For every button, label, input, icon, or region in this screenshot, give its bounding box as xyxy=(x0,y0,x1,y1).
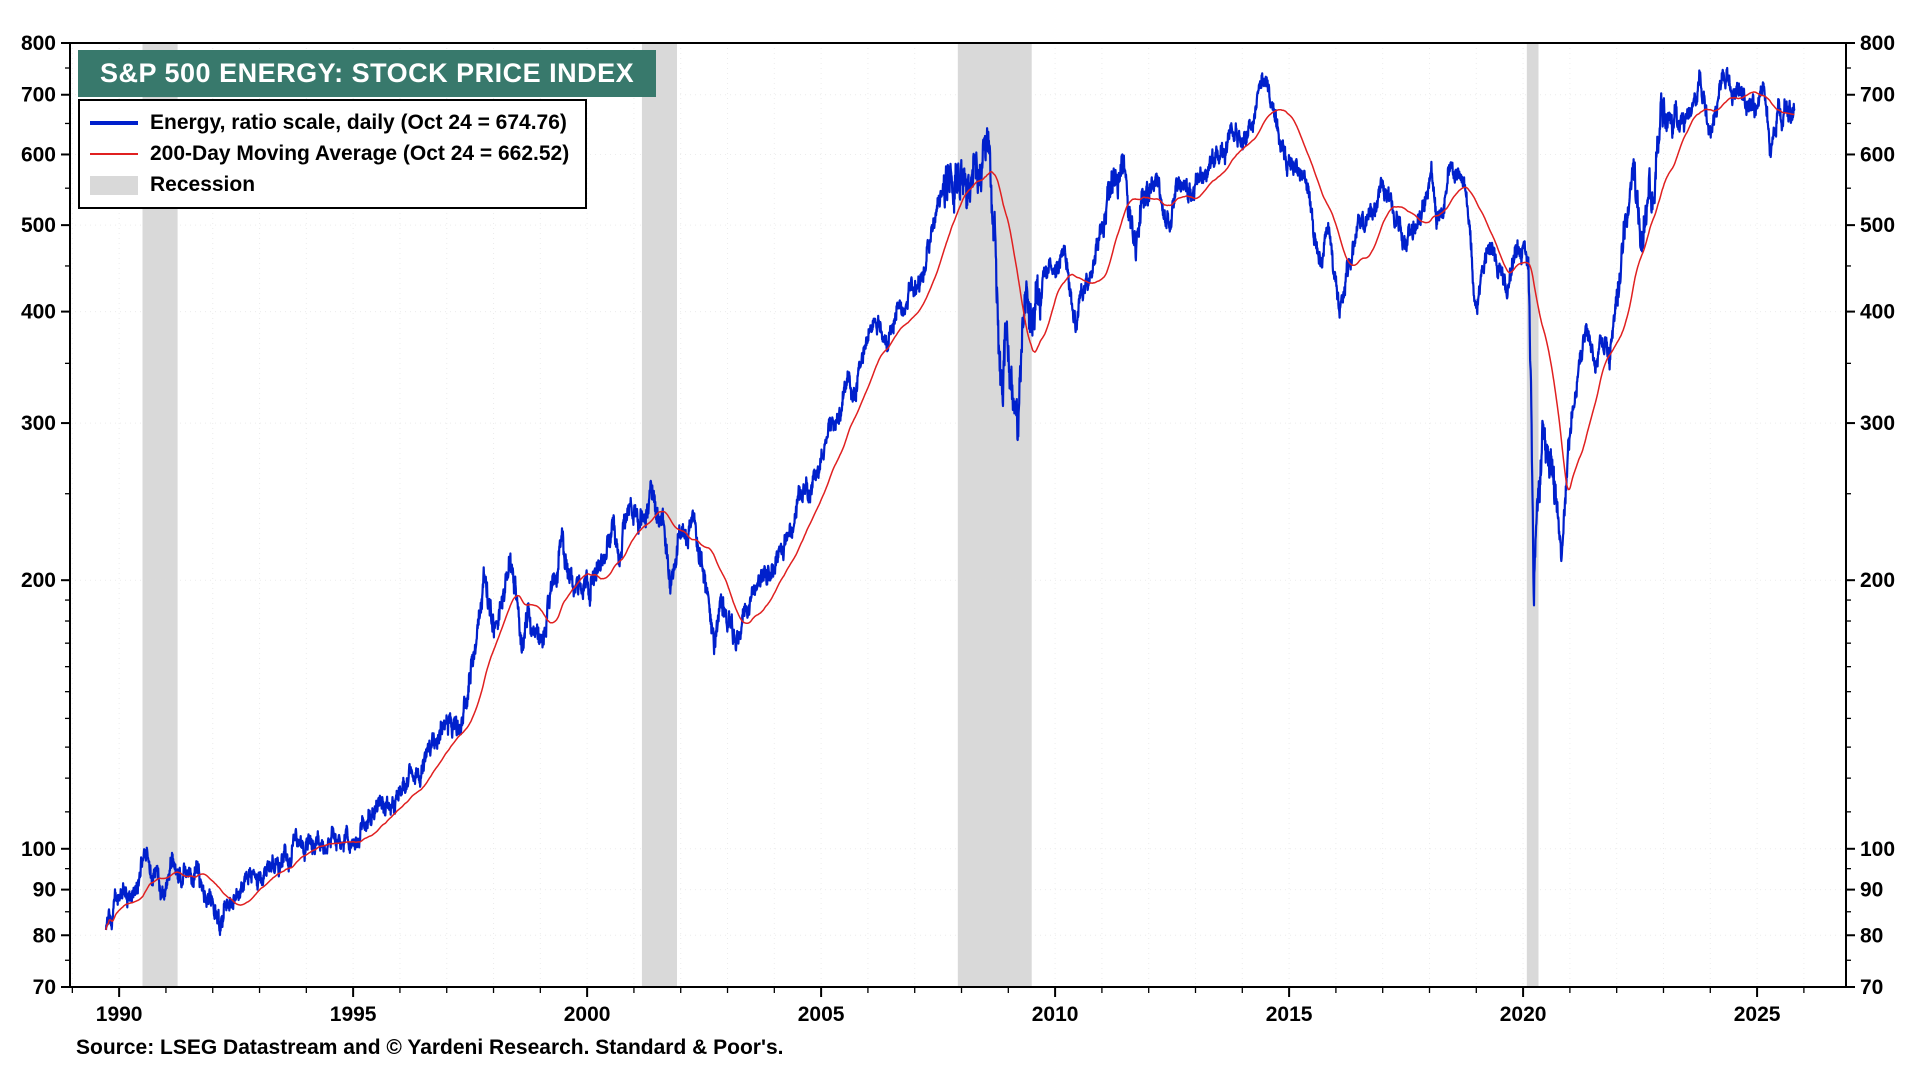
svg-text:80: 80 xyxy=(1860,924,1883,947)
svg-text:100: 100 xyxy=(1860,838,1895,861)
svg-text:2025: 2025 xyxy=(1734,1003,1781,1026)
legend-item-moving-average: 200-Day Moving Average (Oct 24 = 662.52) xyxy=(90,140,569,168)
legend-item-energy: Energy, ratio scale, daily (Oct 24 = 674… xyxy=(90,109,569,137)
legend-label-moving-average: 200-Day Moving Average (Oct 24 = 662.52) xyxy=(150,142,570,165)
svg-text:2010: 2010 xyxy=(1032,1003,1079,1026)
svg-text:1990: 1990 xyxy=(96,1003,143,1026)
svg-text:200: 200 xyxy=(1860,569,1895,592)
svg-text:100: 100 xyxy=(21,838,56,861)
energy-line-swatch xyxy=(90,121,138,125)
moving-average-line-swatch xyxy=(90,153,138,155)
svg-text:70: 70 xyxy=(33,976,56,999)
svg-text:2005: 2005 xyxy=(798,1003,845,1026)
recession-band-swatch xyxy=(90,175,138,195)
svg-text:800: 800 xyxy=(1860,32,1895,55)
svg-text:2020: 2020 xyxy=(1500,1003,1547,1026)
chart-legend: Energy, ratio scale, daily (Oct 24 = 674… xyxy=(78,99,588,209)
svg-text:200: 200 xyxy=(21,569,56,592)
svg-text:80: 80 xyxy=(33,924,56,947)
svg-text:90: 90 xyxy=(1860,879,1883,902)
svg-text:300: 300 xyxy=(1860,412,1895,435)
svg-text:400: 400 xyxy=(1860,301,1895,324)
svg-text:400: 400 xyxy=(21,301,56,324)
svg-text:800: 800 xyxy=(21,32,56,55)
svg-text:300: 300 xyxy=(21,412,56,435)
svg-text:2000: 2000 xyxy=(564,1003,611,1026)
legend-label-recession: Recession xyxy=(150,173,256,196)
svg-text:500: 500 xyxy=(21,214,56,237)
svg-text:2015: 2015 xyxy=(1266,1003,1313,1026)
svg-text:600: 600 xyxy=(21,143,56,166)
svg-text:90: 90 xyxy=(33,879,56,902)
svg-text:700: 700 xyxy=(21,84,56,107)
svg-text:1995: 1995 xyxy=(330,1003,377,1026)
svg-text:700: 700 xyxy=(1860,84,1895,107)
legend-item-recession: Recession xyxy=(90,171,569,199)
source-note: Source: LSEG Datastream and © Yardeni Re… xyxy=(76,1036,784,1059)
svg-text:600: 600 xyxy=(1860,143,1895,166)
chart-title: S&P 500 ENERGY: STOCK PRICE INDEX xyxy=(78,50,657,97)
svg-text:70: 70 xyxy=(1860,976,1883,999)
legend-label-energy: Energy, ratio scale, daily (Oct 24 = 674… xyxy=(150,111,567,134)
svg-text:500: 500 xyxy=(1860,214,1895,237)
